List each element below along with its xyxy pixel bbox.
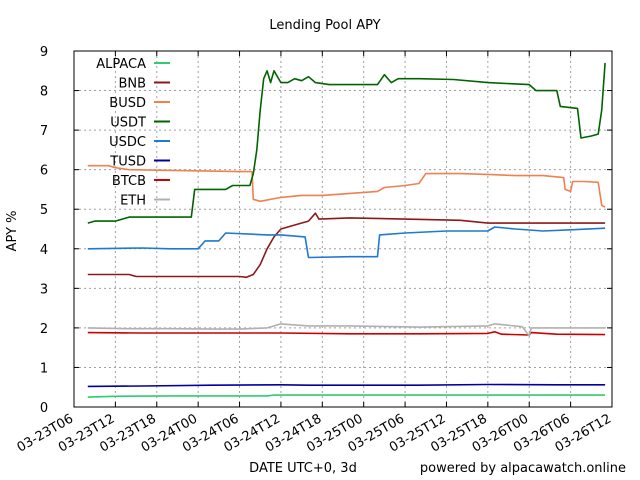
series-line-busd [87, 164, 606, 208]
legend: ALPACA BNB BUSD USDT USDC TUSD BTCB ETH [96, 57, 170, 209]
legend-label-tusd: TUSD [109, 155, 146, 170]
legend-label-usdc: USDC [109, 135, 146, 150]
y-tick-label: 9 [40, 45, 48, 60]
chart-title: Lending Pool APY [269, 18, 380, 33]
legend-label-alpaca: ALPACA [96, 57, 146, 72]
legend-label-usdt: USDT [110, 116, 146, 131]
y-tick-label: 5 [40, 203, 48, 218]
grid [74, 51, 612, 407]
plot-frame [73, 50, 613, 408]
axis-ticks: 012345678903-23T0603-23T1203-23T1803-24T… [15, 45, 614, 456]
y-tick-label: 2 [40, 322, 48, 337]
y-tick-label: 4 [40, 243, 48, 258]
y-tick-label: 6 [40, 164, 48, 179]
legend-label-busd: BUSD [109, 96, 146, 111]
series-line-eth [87, 323, 606, 337]
y-tick-label: 8 [40, 85, 48, 100]
y-tick-label: 1 [40, 361, 48, 376]
y-tick-label: 0 [40, 401, 48, 416]
y-tick-label: 3 [40, 282, 48, 297]
y-tick-label: 7 [40, 124, 48, 139]
series-line-usdc [87, 226, 606, 259]
x-axis-label: DATE UTC+0, 3d [249, 461, 357, 476]
series-line-btcb [87, 331, 606, 336]
series-line-bnb [87, 212, 606, 279]
series-line-usdt [87, 62, 606, 224]
legend-label-eth: ETH [120, 194, 146, 209]
legend-label-bnb: BNB [118, 77, 146, 92]
series-line-tusd [87, 383, 606, 388]
series-line-alpaca [87, 394, 606, 398]
series-lines [87, 62, 606, 398]
legend-label-btcb: BTCB [112, 174, 146, 189]
footer-credit: powered by alpacawatch.online [420, 461, 626, 476]
y-axis-label: APY % [5, 211, 20, 252]
